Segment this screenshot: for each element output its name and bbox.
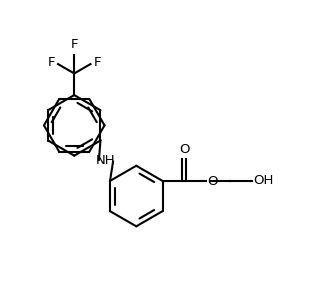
Text: F: F [71,38,78,51]
Text: F: F [93,56,101,69]
Text: F: F [47,56,55,69]
Text: O: O [207,175,218,188]
Text: OH: OH [253,174,274,187]
Text: NH: NH [95,154,115,167]
Text: O: O [179,143,190,156]
